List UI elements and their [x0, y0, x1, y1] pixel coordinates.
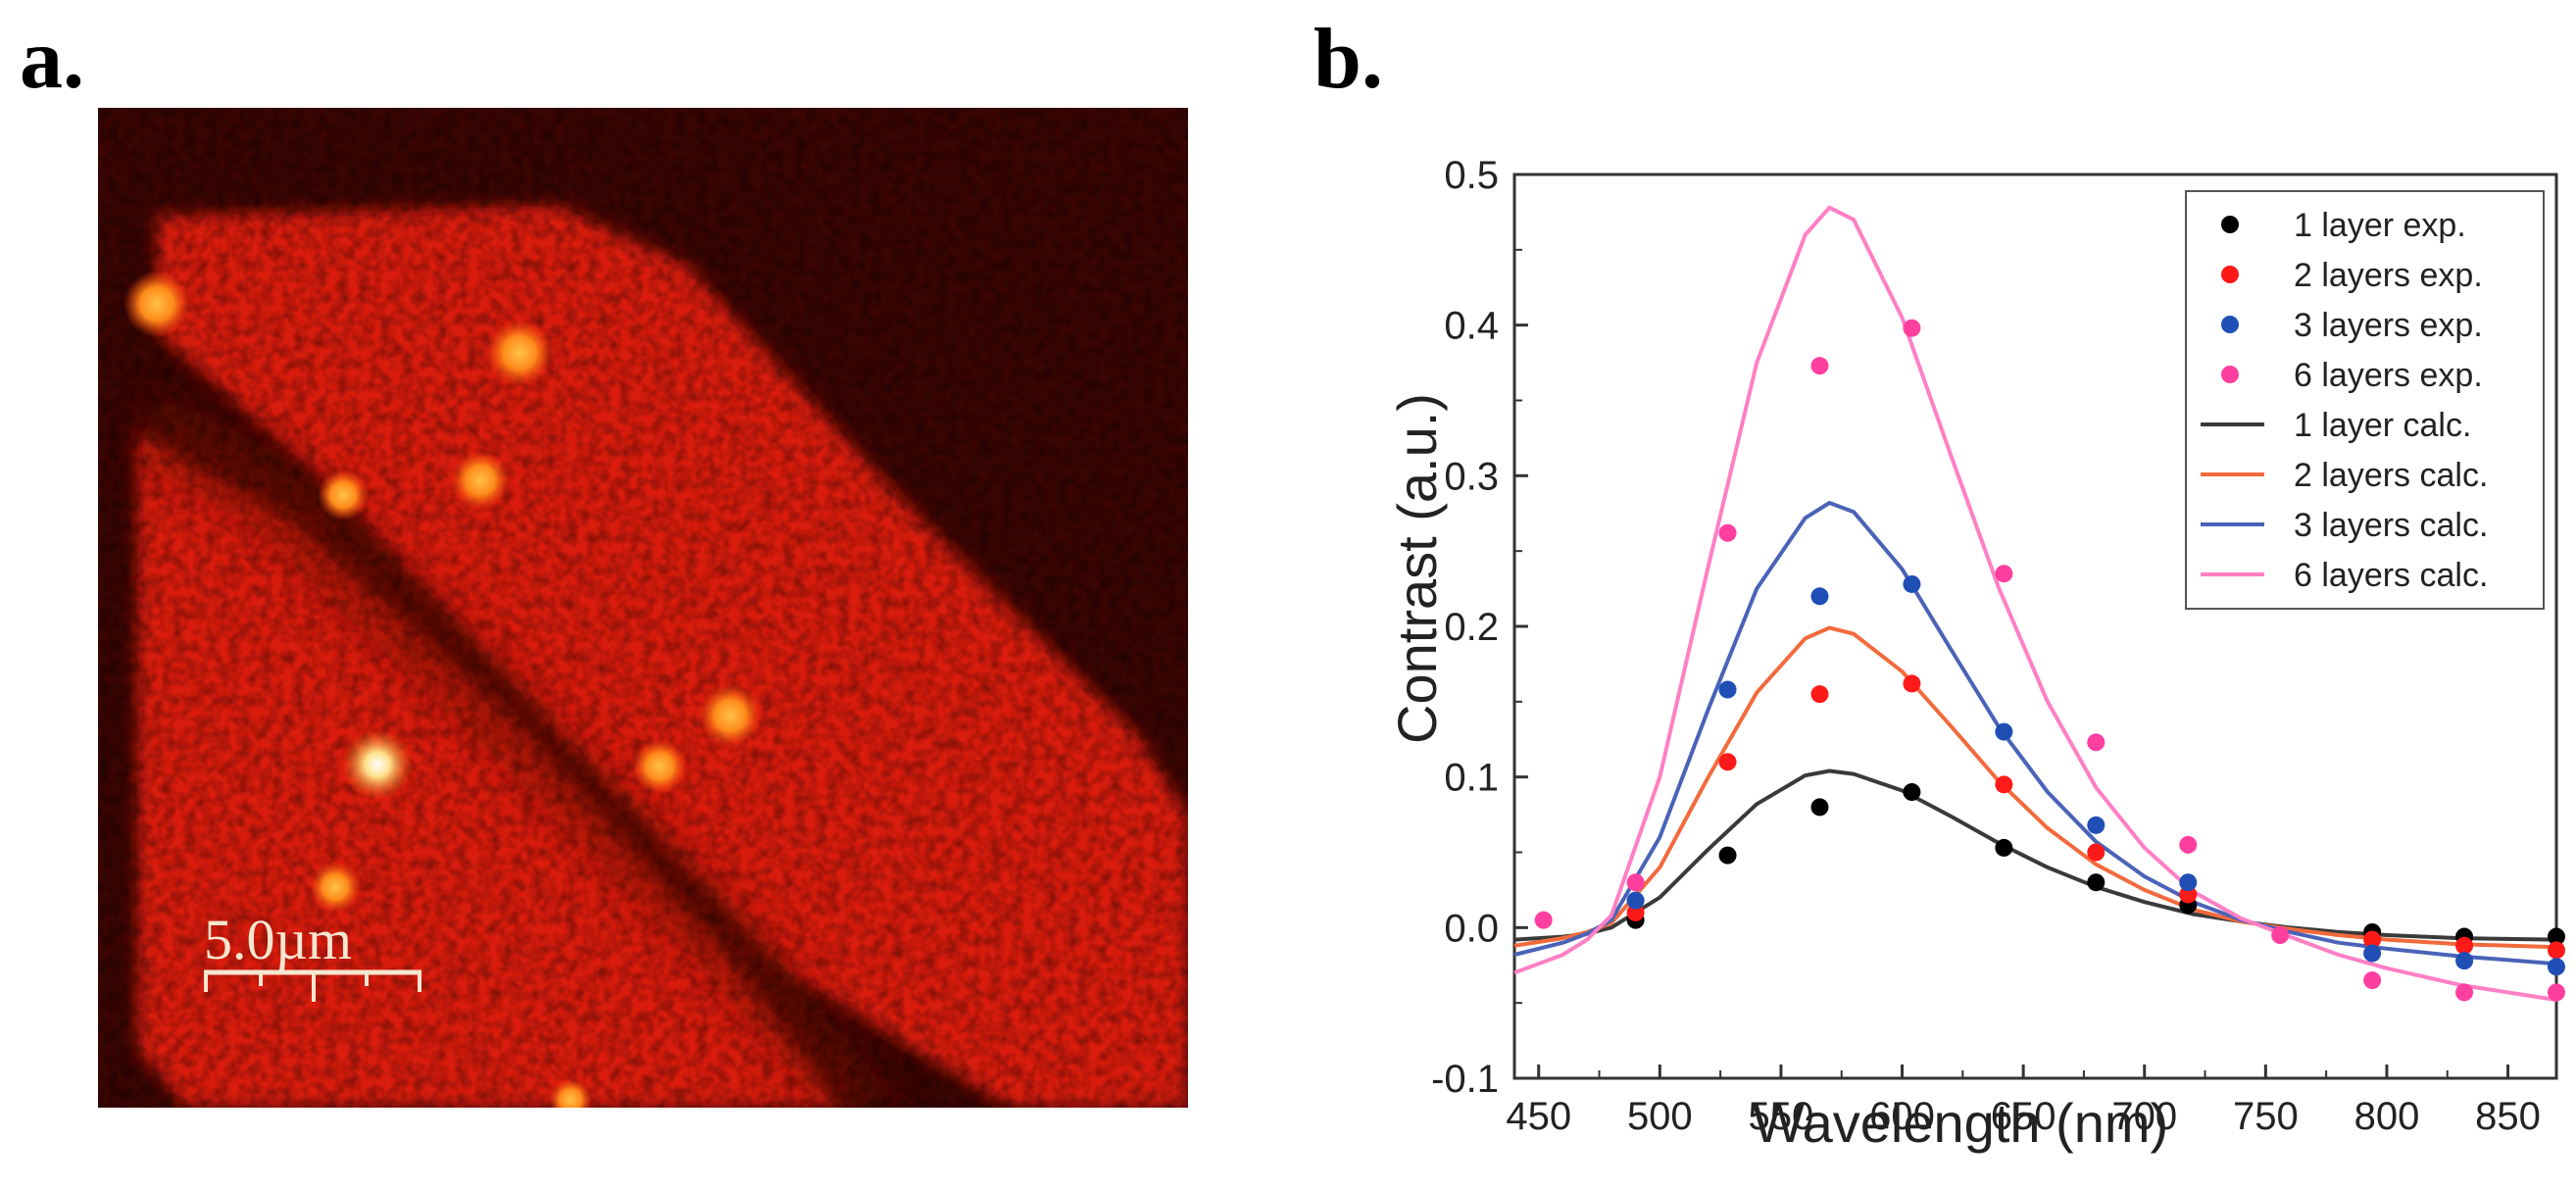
bright-spot: [342, 729, 413, 800]
bright-spots: [124, 271, 762, 1108]
x-tick-label: 750: [2233, 1095, 2299, 1138]
data-point-2-layers-exp: [1903, 674, 1921, 693]
data-point-1-layer-exp: [1810, 798, 1829, 817]
legend-label: 3 layers calc.: [2294, 507, 2488, 544]
bright-spot: [486, 320, 553, 386]
x-tick-label: 650: [1991, 1095, 2056, 1138]
y-tick-label: 0.4: [1444, 305, 1499, 348]
data-point-6-layers-exp: [1903, 319, 1921, 337]
data-point-1-layer-exp: [1718, 846, 1737, 865]
y-tick-label: -0.1: [1431, 1058, 1499, 1101]
scale-bar-label: 5.0µm: [204, 908, 352, 971]
scale-bar: 5.0µm: [204, 908, 421, 1002]
x-tick-label: 500: [1627, 1095, 1693, 1138]
bright-spot: [451, 451, 510, 510]
data-point-3-layers-exp: [1995, 722, 2013, 741]
y-tick-label: 0.1: [1444, 757, 1499, 800]
data-point-2-layers-exp: [2455, 936, 2474, 955]
data-point-1-layer-exp: [1903, 783, 1921, 802]
data-point-1-layer-exp: [2087, 873, 2105, 892]
x-tick-label: 550: [1749, 1095, 1814, 1138]
data-point-2-layers-exp: [2087, 843, 2105, 862]
data-point-3-layers-exp: [2548, 958, 2565, 976]
series-line-6-layers-calc: [1513, 205, 2557, 1003]
data-point-2-layers-exp: [1718, 753, 1737, 771]
data-point-3-layers-exp: [2455, 952, 2474, 970]
legend-label: 6 layers calc.: [2294, 557, 2488, 594]
legend-marker: [2221, 266, 2239, 283]
legend-label: 1 layer calc.: [2294, 407, 2471, 444]
bright-spot: [310, 862, 361, 913]
data-point-3-layers-exp: [1903, 574, 1921, 593]
contrast-chart: Contrast (a.u.) Wavelength (nm) 450 500 55…: [1386, 154, 2565, 1154]
data-point-3-layers-exp: [1626, 891, 1645, 910]
bright-spot: [699, 684, 762, 747]
x-tick-label: 450: [1506, 1095, 1571, 1138]
x-tick-label: 600: [1869, 1095, 1935, 1138]
data-point-3-layers-exp: [1718, 680, 1737, 699]
bright-spot: [124, 271, 190, 337]
x-axis-label: Wavelength (nm): [1753, 1092, 2168, 1154]
legend-label: 2 layers exp.: [2294, 257, 2483, 294]
data-point-6-layers-exp: [1995, 565, 2013, 583]
data-point-6-layers-exp: [2455, 983, 2474, 1002]
series-line-1-layer-calc: [1513, 768, 2557, 942]
data-point-6-layers-exp: [1626, 873, 1645, 892]
data-point-1-layer-exp: [2548, 927, 2565, 946]
series-line-3-layers-calc: [1513, 501, 2557, 966]
data-point-2-layers-exp: [2363, 930, 2382, 949]
data-point-3-layers-exp: [2179, 873, 2198, 892]
data-point-6-layers-exp: [2363, 971, 2382, 990]
data-point-6-layers-exp: [1718, 523, 1737, 542]
data-point-3-layers-exp: [2363, 944, 2382, 963]
panel-b-label: b.: [1313, 12, 1383, 107]
y-tick-label: 0.2: [1444, 606, 1499, 649]
micrograph-grain: [98, 108, 1188, 1108]
legend-label: 1 layer exp.: [2294, 207, 2466, 244]
bright-spot: [632, 739, 687, 794]
data-point-6-layers-exp: [2087, 733, 2105, 752]
legend-box: [2185, 190, 2545, 610]
data-point-3-layers-exp: [1810, 587, 1829, 606]
x-tick-label: 850: [2475, 1095, 2541, 1138]
data-point-3-layers-exp: [2087, 816, 2105, 834]
data-point-6-layers-exp: [1534, 911, 1553, 929]
panel-a-label: a.: [20, 12, 84, 107]
data-point-6-layers-exp: [2271, 926, 2290, 945]
microscopy-image: 5.0µm: [98, 108, 1188, 1108]
bright-spot: [318, 470, 369, 520]
legend: 1 layer exp. 2 layers exp. 3 layers exp. 6 …: [2185, 190, 2545, 610]
legend-label: 2 layers calc.: [2294, 457, 2488, 494]
legend-label: 6 layers exp.: [2294, 357, 2483, 394]
bright-spot: [549, 1078, 592, 1108]
y-tick-label: 0.3: [1444, 455, 1499, 498]
data-point-2-layers-exp: [1995, 775, 2013, 794]
y-tick-label: 0.5: [1444, 154, 1499, 197]
data-point-1-layer-exp: [1995, 838, 2013, 857]
data-point-6-layers-exp: [1810, 357, 1829, 375]
legend-label: 3 layers exp.: [2294, 307, 2483, 344]
y-tick-label: 0.0: [1444, 907, 1499, 950]
x-tick-label: 700: [2111, 1095, 2177, 1138]
legend-marker: [2221, 216, 2239, 233]
legend-marker: [2221, 366, 2239, 383]
data-point-6-layers-exp: [2179, 835, 2198, 854]
x-tick-label: 800: [2354, 1095, 2420, 1138]
data-point-6-layers-exp: [2548, 983, 2565, 1002]
data-point-2-layers-exp: [1810, 685, 1829, 704]
legend-marker: [2221, 316, 2239, 333]
data-point-2-layers-exp: [2548, 941, 2565, 960]
y-axis-label: Contrast (a.u.): [1386, 393, 1448, 744]
